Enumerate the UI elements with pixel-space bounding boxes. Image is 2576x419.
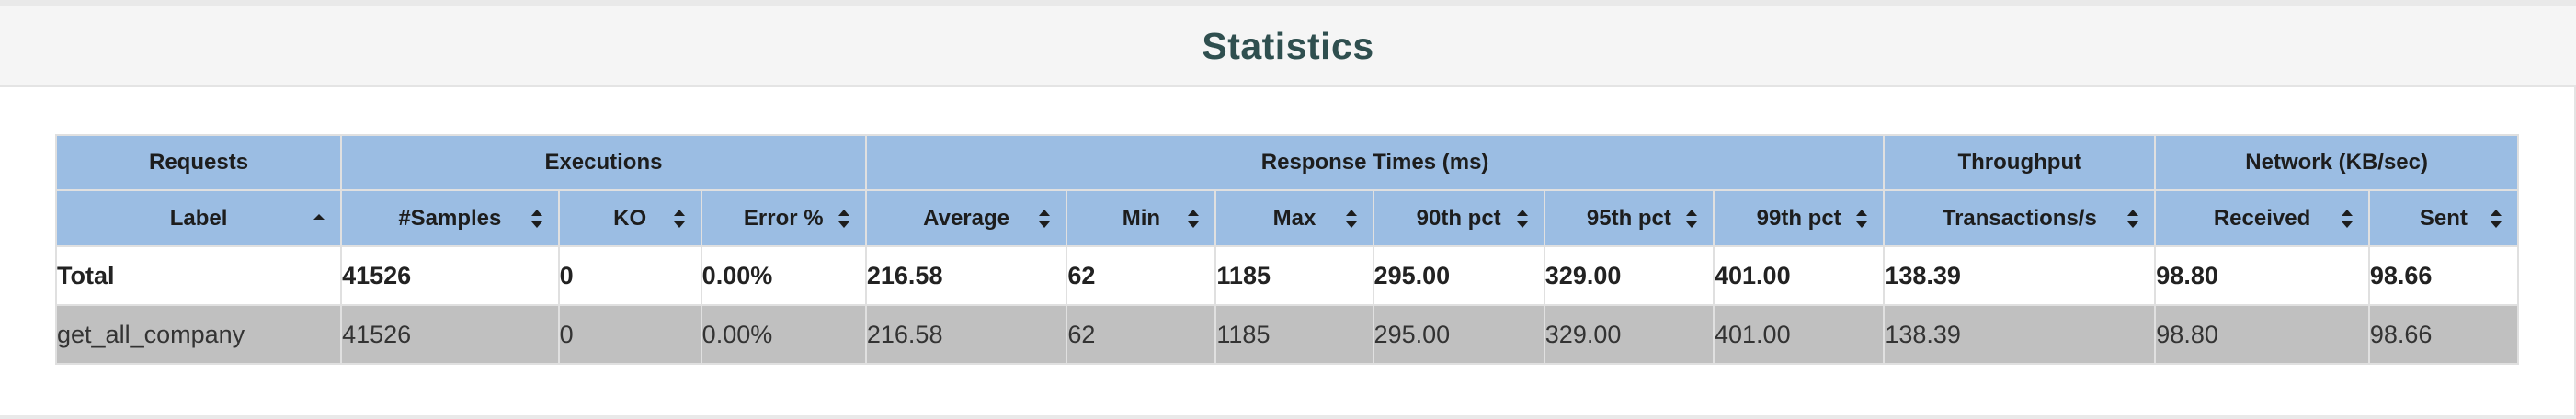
panel-edge (2574, 85, 2576, 415)
cell-ko: 0 (557, 304, 702, 365)
statistics-table: Requests Executions Response Times (ms) … (54, 134, 2520, 365)
cell-p99: 401.00 (1712, 304, 1886, 365)
group-header-row: Requests Executions Response Times (ms) … (54, 134, 2519, 191)
sort-icon[interactable] (673, 209, 686, 229)
cell-error-pct: 0.00% (700, 304, 867, 365)
top-strip (0, 0, 2576, 6)
column-header-error-pct[interactable]: Error % (700, 189, 867, 247)
column-header-average-text: Average (923, 205, 1010, 231)
group-throughput: Throughput (1883, 134, 2157, 191)
column-header-p90[interactable]: 90th pct (1372, 189, 1545, 247)
group-network: Network (KB/sec) (2154, 134, 2519, 191)
column-header-row: Label #Samples KO Error % (54, 189, 2520, 247)
sort-icon[interactable] (530, 209, 543, 229)
cell-label: get_all_company (54, 304, 343, 365)
cell-max: 1185 (1214, 304, 1374, 365)
cell-max: 1185 (1214, 245, 1374, 306)
cell-samples: 41526 (340, 304, 560, 365)
page-title: Statistics (1202, 24, 1374, 67)
cell-error-pct: 0.00% (700, 245, 867, 306)
column-header-p90-text: 90th pct (1416, 205, 1501, 231)
cell-label: Total (54, 245, 343, 306)
column-header-p99-text: 99th pct (1756, 205, 1841, 231)
cell-received: 98.80 (2154, 304, 2370, 365)
sort-ascending-icon[interactable] (313, 209, 325, 229)
column-header-ko[interactable]: KO (557, 189, 702, 247)
column-header-p95[interactable]: 95th pct (1543, 189, 1715, 247)
sort-icon[interactable] (1038, 209, 1051, 229)
column-header-p95-text: 95th pct (1586, 205, 1671, 231)
column-header-label-text: Label (169, 205, 228, 231)
table-row: get_all_company 41526 0 0.00% 216.58 62 … (54, 304, 2520, 365)
column-header-samples-text: #Samples (398, 205, 502, 231)
cell-samples: 41526 (340, 245, 560, 306)
group-executions: Executions (340, 134, 867, 191)
column-header-min-text: Min (1122, 205, 1161, 231)
cell-p90: 295.00 (1372, 304, 1545, 365)
cell-min: 62 (1066, 304, 1217, 365)
column-header-samples[interactable]: #Samples (340, 189, 560, 247)
sort-icon[interactable] (1187, 209, 1200, 229)
column-header-received-text: Received (2213, 205, 2311, 231)
cell-p99: 401.00 (1712, 245, 1886, 306)
sort-icon[interactable] (2126, 209, 2139, 229)
column-header-sent[interactable]: Sent (2367, 189, 2520, 247)
column-header-p99[interactable]: 99th pct (1712, 189, 1886, 247)
column-header-max[interactable]: Max (1214, 189, 1374, 247)
cell-min: 62 (1066, 245, 1217, 306)
cell-transactions: 138.39 (1883, 245, 2157, 306)
sort-icon[interactable] (838, 209, 850, 229)
sort-icon[interactable] (1516, 209, 1529, 229)
column-header-ko-text: KO (613, 205, 647, 231)
group-response-times: Response Times (ms) (864, 134, 1886, 191)
sort-icon[interactable] (1345, 209, 1358, 229)
title-bar: Statistics (0, 6, 2576, 87)
table-row-total: Total 41526 0 0.00% 216.58 62 1185 295.0… (54, 245, 2520, 306)
sort-icon[interactable] (1685, 209, 1698, 229)
cell-p95: 329.00 (1543, 304, 1715, 365)
cell-ko: 0 (557, 245, 702, 306)
column-header-label[interactable]: Label (54, 189, 343, 247)
cell-transactions: 138.39 (1883, 304, 2157, 365)
column-header-average[interactable]: Average (864, 189, 1068, 247)
column-header-transactions[interactable]: Transactions/s (1883, 189, 2157, 247)
cell-p95: 329.00 (1543, 245, 1715, 306)
group-requests: Requests (54, 134, 343, 191)
column-header-sent-text: Sent (2419, 205, 2468, 231)
panel-bottom-edge (0, 415, 2576, 419)
cell-received: 98.80 (2154, 245, 2370, 306)
column-header-max-text: Max (1272, 205, 1316, 231)
cell-average: 216.58 (864, 304, 1068, 365)
sort-icon[interactable] (1855, 209, 1868, 229)
column-header-received[interactable]: Received (2154, 189, 2370, 247)
cell-average: 216.58 (864, 245, 1068, 306)
sort-icon[interactable] (2341, 209, 2354, 229)
column-header-error-pct-text: Error % (743, 205, 824, 231)
column-header-min[interactable]: Min (1066, 189, 1217, 247)
cell-p90: 295.00 (1372, 245, 1545, 306)
column-header-transactions-text: Transactions/s (1942, 205, 2097, 231)
cell-sent: 98.66 (2367, 304, 2520, 365)
cell-sent: 98.66 (2367, 245, 2520, 306)
sort-icon[interactable] (2490, 209, 2502, 229)
